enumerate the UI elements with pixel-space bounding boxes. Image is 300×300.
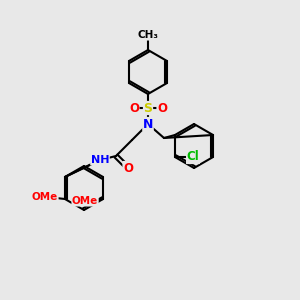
Text: O: O [123,161,133,175]
Text: Cl: Cl [187,151,199,164]
Text: CH₃: CH₃ [137,30,158,40]
Text: N: N [143,118,153,130]
Text: OMe: OMe [72,196,98,206]
Text: S: S [143,101,152,115]
Text: O: O [157,101,167,115]
Text: NH: NH [91,155,109,165]
Text: O: O [129,101,139,115]
Text: OMe: OMe [32,192,58,202]
